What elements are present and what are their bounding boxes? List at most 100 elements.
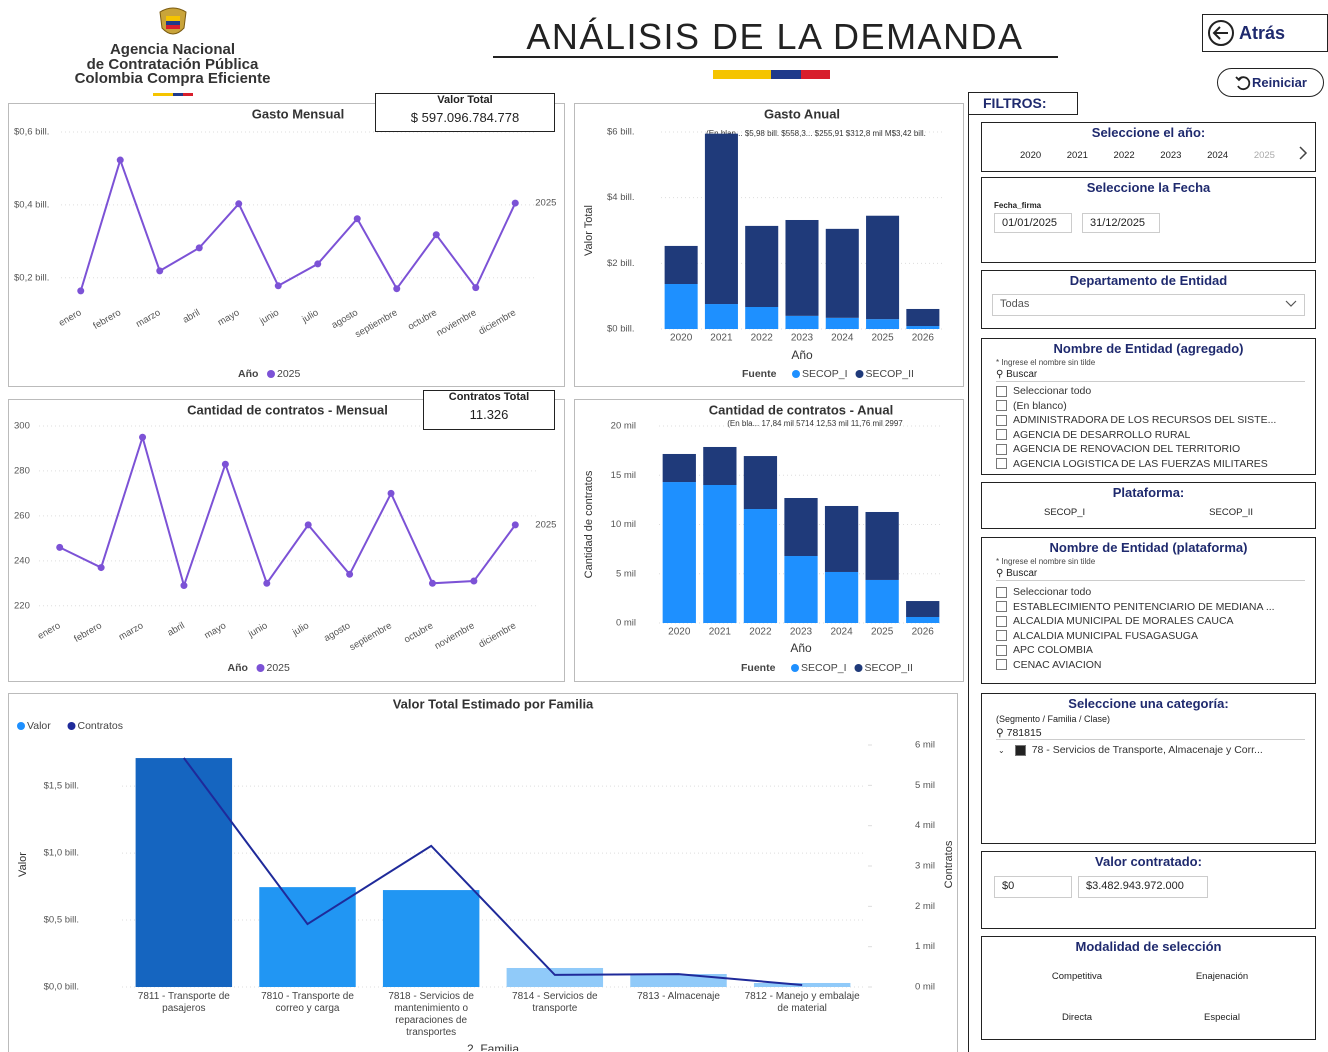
y2-axis-label: Contratos <box>943 840 955 888</box>
x-tick-label: enero <box>57 307 84 329</box>
point <box>511 199 519 207</box>
legend-swatch <box>791 664 799 672</box>
value-max[interactable]: $3.482.943.972.000 <box>1078 876 1208 898</box>
bar-segment <box>906 326 940 329</box>
y-tick-label: 280 <box>14 465 30 476</box>
y-tick-label: 4 mil <box>915 820 935 831</box>
platform-option[interactable]: SECOP_II <box>1209 507 1253 518</box>
item-label: Seleccionar todo <box>1013 385 1092 398</box>
y-tick-label: 15 mil <box>611 470 636 481</box>
year-option[interactable]: 2023 <box>1160 150 1182 161</box>
org-line: Agencia Nacional <box>109 41 236 58</box>
chart-title: Gasto Mensual <box>252 106 344 121</box>
value-min[interactable]: $0 <box>994 876 1072 898</box>
year-option[interactable]: 2021 <box>1066 150 1088 161</box>
filter-hint: (Segmento / Familia / Clase) <box>996 714 1111 724</box>
bar-segment <box>906 616 940 623</box>
list-item[interactable]: ALCALDIA MUNICIPAL FUSAGASUGA <box>982 629 1315 644</box>
filter-title: Modalidad de selección <box>1075 939 1222 954</box>
bar-segment <box>865 579 899 623</box>
item-label: ALCALDIA MUNICIPAL DE MORALES CAUCA <box>1013 615 1234 628</box>
search-box[interactable]: ⚲ 781815 <box>996 727 1305 740</box>
list-item[interactable]: Seleccionar todo <box>982 384 1315 399</box>
point <box>116 156 124 164</box>
chart-svg: Gasto Mensual $0,2 bill. $0,4 bill. $0,6 bi… <box>14 106 556 379</box>
point <box>56 543 64 551</box>
point <box>346 570 354 578</box>
x-tick-label: 2020 <box>668 627 691 638</box>
date-end[interactable]: 31/12/2025 <box>1082 213 1160 233</box>
list-item[interactable]: CENAC AVIACION <box>982 658 1315 673</box>
card-value: $ 597.096.784.778 <box>410 110 520 125</box>
year-option[interactable]: 2024 <box>1207 150 1229 161</box>
modality-option[interactable]: Enajenación <box>1195 971 1249 982</box>
year-option[interactable]: 2025 <box>1253 150 1275 161</box>
item-label: (En blanco) <box>1013 399 1067 412</box>
card-value: 11.326 <box>469 407 509 422</box>
bar-segment <box>743 509 778 623</box>
list-item[interactable]: ESTABLECIMIENTO PENITENCIARIO DE MEDIANA… <box>982 600 1315 615</box>
department-dropdown[interactable]: Todas <box>992 294 1305 316</box>
next-arrow[interactable] <box>1297 145 1309 161</box>
filter-title: Valor contratado: <box>1095 854 1202 869</box>
bar-segment <box>784 556 818 623</box>
filters-label: FILTROS: <box>968 92 1078 115</box>
year-option[interactable]: 2022 <box>1113 150 1135 161</box>
bar-segment <box>824 505 859 572</box>
y-tick-label: 0 mil <box>915 982 935 993</box>
list-item[interactable]: Seleccionar todo <box>982 585 1315 600</box>
list-item[interactable]: ALCALDIA MUNICIPAL DE MORALES CAUCA <box>982 614 1315 629</box>
point <box>314 260 322 268</box>
y-tick-label: 3 mil <box>915 861 935 872</box>
item-label: Seleccionar todo <box>1013 586 1092 599</box>
platform-filter: Plataforma: SECOP_I SECOP_II <box>981 482 1316 529</box>
x-tick-label: noviembre <box>433 620 477 652</box>
platform-option[interactable]: SECOP_I <box>1043 507 1086 518</box>
list-item[interactable]: AGENCIA DE RENOVACION DEL TERRITORIO <box>982 442 1315 457</box>
legend-swatch <box>855 370 864 378</box>
list-item[interactable]: (En blanco) <box>982 399 1315 414</box>
line <box>59 433 517 589</box>
legend-swatch <box>17 722 25 730</box>
legend-label: SECOP_I <box>801 662 847 674</box>
x-tick-label: diciembre <box>477 307 518 337</box>
legend-swatch <box>256 664 265 672</box>
entity-aggregated-filter: Nombre de Entidad (agregado) * Ingrese e… <box>981 338 1316 475</box>
org-line: Colombia Compra Eficiente <box>74 70 271 87</box>
card-label: Valor Total <box>437 94 493 106</box>
search-value: 781815 <box>1006 727 1042 739</box>
tree-item[interactable]: ⌄ 78 - Servicios de Transporte, Almacenaj… <box>998 744 1263 757</box>
search-box[interactable]: ⚲ Buscar <box>996 369 1305 382</box>
list-item[interactable]: AGENCIA DE DESARROLLO RURAL <box>982 428 1315 443</box>
modality-option[interactable]: Competitiva <box>1051 971 1103 982</box>
modality-option[interactable]: Directa <box>1061 1012 1093 1023</box>
list-item[interactable]: AGENCIA LOGISTICA DE LAS FUERZAS MILITAR… <box>982 457 1315 472</box>
modality-option[interactable]: Especial <box>1204 1012 1240 1023</box>
filter-hint: * Ingrese el nombre sin tilde <box>996 358 1096 367</box>
legend-swatch <box>792 370 800 378</box>
platform-options: SECOP_I SECOP_II <box>982 507 1315 518</box>
bar-segment <box>906 308 940 327</box>
bar-segment <box>866 319 900 329</box>
x-tick-label: abril <box>181 307 202 326</box>
bar-segment <box>745 225 779 308</box>
x-tick-label: 2025 <box>871 333 894 344</box>
chart-svg: Gasto Anual $0 bill. $2 bill. $4 bill. $6 bi… <box>583 106 943 380</box>
page-title: ANÁLISIS DE LA DEMANDA <box>526 16 1024 57</box>
list-item[interactable]: APC COLOMBIA <box>982 643 1315 658</box>
x-tick-label: noviembre <box>435 307 479 339</box>
reset-button[interactable]: Reiniciar <box>1217 68 1324 97</box>
bar-segment <box>784 498 818 557</box>
bar-segment <box>703 446 737 486</box>
date-start[interactable]: 01/01/2025 <box>994 213 1072 233</box>
department-filter: Departamento de Entidad Todas <box>981 270 1316 329</box>
x-tick-label: 7818 - Servicios de mantenimiento o repa… <box>388 991 474 1038</box>
back-button[interactable]: Atrás <box>1202 14 1328 52</box>
list-item[interactable]: ADMINISTRADORA DE LOS RECURSOS DEL SISTE… <box>982 413 1315 428</box>
bar <box>630 974 727 987</box>
search-box[interactable]: ⚲ Buscar <box>996 568 1305 581</box>
year-option[interactable]: 2020 <box>1020 150 1042 161</box>
point <box>77 287 85 295</box>
item-label: CENAC AVIACION <box>1013 658 1102 671</box>
reset-icon <box>1235 75 1251 90</box>
